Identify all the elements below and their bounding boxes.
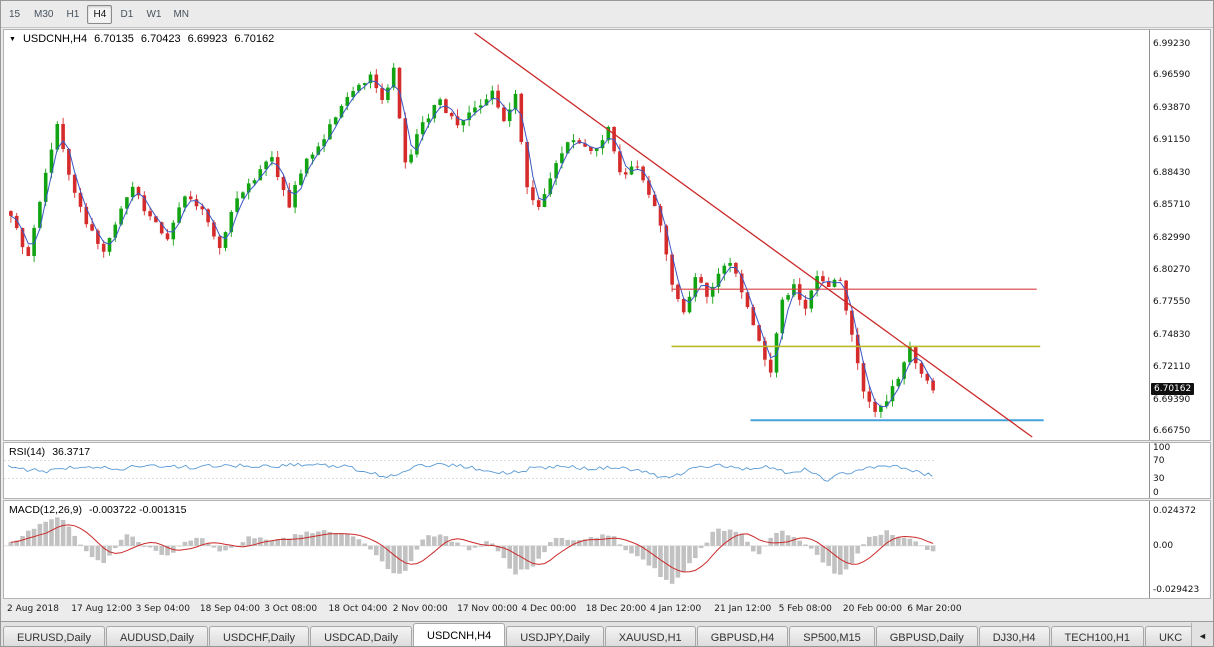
macd-plot[interactable]: MACD(12,26,9) -0.003722 -0.001315 [4, 501, 1149, 598]
time-label: 18 Sep 04:00 [199, 604, 260, 614]
price-tick: 6.77550 [1153, 297, 1191, 308]
price-tick: 6.80270 [1153, 264, 1191, 275]
main-price-axis: 6.99230 6.96590 6.93870 6.91150 6.88430 6.857… [1149, 30, 1210, 440]
macd-axis: 0.024372 0.00 -0.029423 [1149, 501, 1210, 598]
time-label: 18 Dec 20:00 [585, 604, 647, 614]
time-label: 4 Dec 00:00 [521, 604, 577, 614]
time-label: 4 Jan 12:00 [650, 604, 702, 614]
tab-bar: ◄ EURUSD,Daily AUDUSD,Daily USDCHF,Daily US… [1, 621, 1213, 646]
time-label: 3 Sep 04:00 [135, 604, 190, 614]
macd-canvas [4, 517, 936, 584]
time-label: 3 Oct 08:00 [264, 604, 318, 614]
tab-scroll-left-button[interactable]: ◄ [1191, 623, 1213, 646]
timeframe-button-h1[interactable]: H1 [66, 8, 80, 20]
price-tick: 6.88430 [1153, 167, 1191, 178]
time-label: 18 Oct 04:00 [328, 604, 388, 614]
chart-title: ▼ USDCNH,H4 6.70135 6.70423 6.69923 6.70… [9, 33, 274, 45]
time-label: 2 Aug 2018 [7, 604, 59, 614]
chart-marker-icon: ▼ [9, 35, 16, 43]
ohlc-open: 6.70135 [94, 33, 134, 45]
rsi-label: RSI(14) [9, 446, 46, 458]
price-tick: 6.74830 [1153, 329, 1191, 340]
price-tick: 6.99230 [1153, 39, 1191, 49]
macd-header: MACD(12,26,9) -0.003722 -0.001315 [9, 504, 186, 516]
price-tick: 6.96590 [1153, 70, 1191, 81]
tab-ukc[interactable]: UKC [1144, 626, 1197, 646]
rsi-tick: 0 [1153, 487, 1159, 498]
rsi-tick: 100 [1153, 442, 1171, 453]
price-tick: 6.85710 [1153, 200, 1191, 211]
timeframe-toolbar: 15 M30 H1 H4 D1 W1 MN [1, 1, 1213, 28]
rsi-header: RSI(14) 36.3717 [9, 446, 90, 458]
timeframe-button-w1[interactable]: W1 [146, 8, 162, 20]
tab-sp500-m15[interactable]: SP500,M15 [789, 626, 875, 646]
price-tick: 6.72110 [1153, 362, 1191, 373]
candlestick-canvas [9, 32, 1044, 438]
rsi-tick: 30 [1153, 474, 1165, 484]
time-label: 20 Feb 00:00 [842, 604, 902, 614]
time-label: 6 Mar 20:00 [907, 604, 962, 614]
tab-usdcnh-h4[interactable]: USDCNH,H4 [413, 623, 506, 646]
macd-tick: 0.00 [1153, 541, 1174, 552]
macd-panel: MACD(12,26,9) -0.003722 -0.001315 0.0243… [3, 500, 1211, 599]
tab-eurusd-daily[interactable]: EURUSD,Daily [3, 626, 105, 646]
price-tick: 6.93870 [1153, 102, 1191, 113]
time-label: 21 Jan 12:00 [714, 604, 772, 614]
ohlc-close: 6.70162 [234, 33, 275, 45]
rsi-tick: 70 [1153, 456, 1165, 466]
ohlc-low: 6.69923 [187, 33, 228, 45]
tab-usdjpy-daily[interactable]: USDJPY,Daily [506, 626, 604, 646]
timeframe-button-m30[interactable]: M30 [34, 8, 54, 20]
chart-symbol-period: USDCNH,H4 [22, 33, 88, 45]
price-tick: 6.91150 [1153, 135, 1191, 146]
timeframe-button-mn[interactable]: MN [173, 8, 190, 20]
time-label: 17 Aug 12:00 [71, 604, 132, 614]
main-chart-panel: ▼ USDCNH,H4 6.70135 6.70423 6.69923 6.70… [3, 29, 1211, 441]
tab-gbpusd-h4[interactable]: GBPUSD,H4 [696, 626, 789, 646]
time-axis: 2 Aug 2018 17 Aug 12:00 3 Sep 04:00 18 Sep … [3, 599, 1149, 620]
rsi-plot[interactable]: RSI(14) 36.3717 [4, 443, 1149, 498]
price-tick: 6.66750 [1153, 426, 1191, 436]
price-tick: 6.69390 [1153, 394, 1191, 405]
timeframe-button-d1[interactable]: D1 [120, 8, 134, 20]
time-label: 2 Nov 00:00 [392, 604, 448, 614]
timeframe-button-15[interactable]: 15 [8, 8, 21, 20]
tab-tech100-h1[interactable]: TECH100,H1 [1050, 626, 1144, 646]
macd-label: MACD(12,26,9) [9, 504, 82, 516]
rsi-value: 36.3717 [52, 446, 91, 458]
current-price-badge: 6.70162 [1151, 383, 1195, 396]
rsi-axis: 100 70 30 0 [1149, 443, 1210, 498]
rsi-canvas [4, 460, 936, 482]
macd-value: -0.003722 -0.001315 [88, 504, 187, 516]
timeframe-button-h4[interactable]: H4 [87, 4, 113, 24]
tab-usdcad-daily[interactable]: USDCAD,Daily [310, 626, 413, 646]
time-label: 17 Nov 00:00 [457, 604, 518, 614]
price-tick: 6.82990 [1153, 232, 1191, 243]
tab-gbpusd-daily[interactable]: GBPUSD,Daily [875, 626, 978, 646]
main-plot[interactable]: ▼ USDCNH,H4 6.70135 6.70423 6.69923 6.70… [4, 30, 1149, 440]
time-label: 5 Feb 08:00 [778, 604, 832, 614]
tab-dj30-h4[interactable]: DJ30,H4 [978, 626, 1050, 646]
macd-tick: 0.024372 [1153, 505, 1196, 516]
tab-xauusd-h1[interactable]: XAUUSD,H1 [604, 626, 696, 646]
tab-audusd-daily[interactable]: AUDUSD,Daily [105, 626, 208, 646]
macd-tick: -0.029423 [1153, 584, 1200, 595]
rsi-panel: RSI(14) 36.3717 100 70 30 0 [3, 442, 1211, 499]
tab-usdchf-daily[interactable]: USDCHF,Daily [208, 626, 310, 646]
ohlc-high: 6.70423 [140, 33, 181, 45]
